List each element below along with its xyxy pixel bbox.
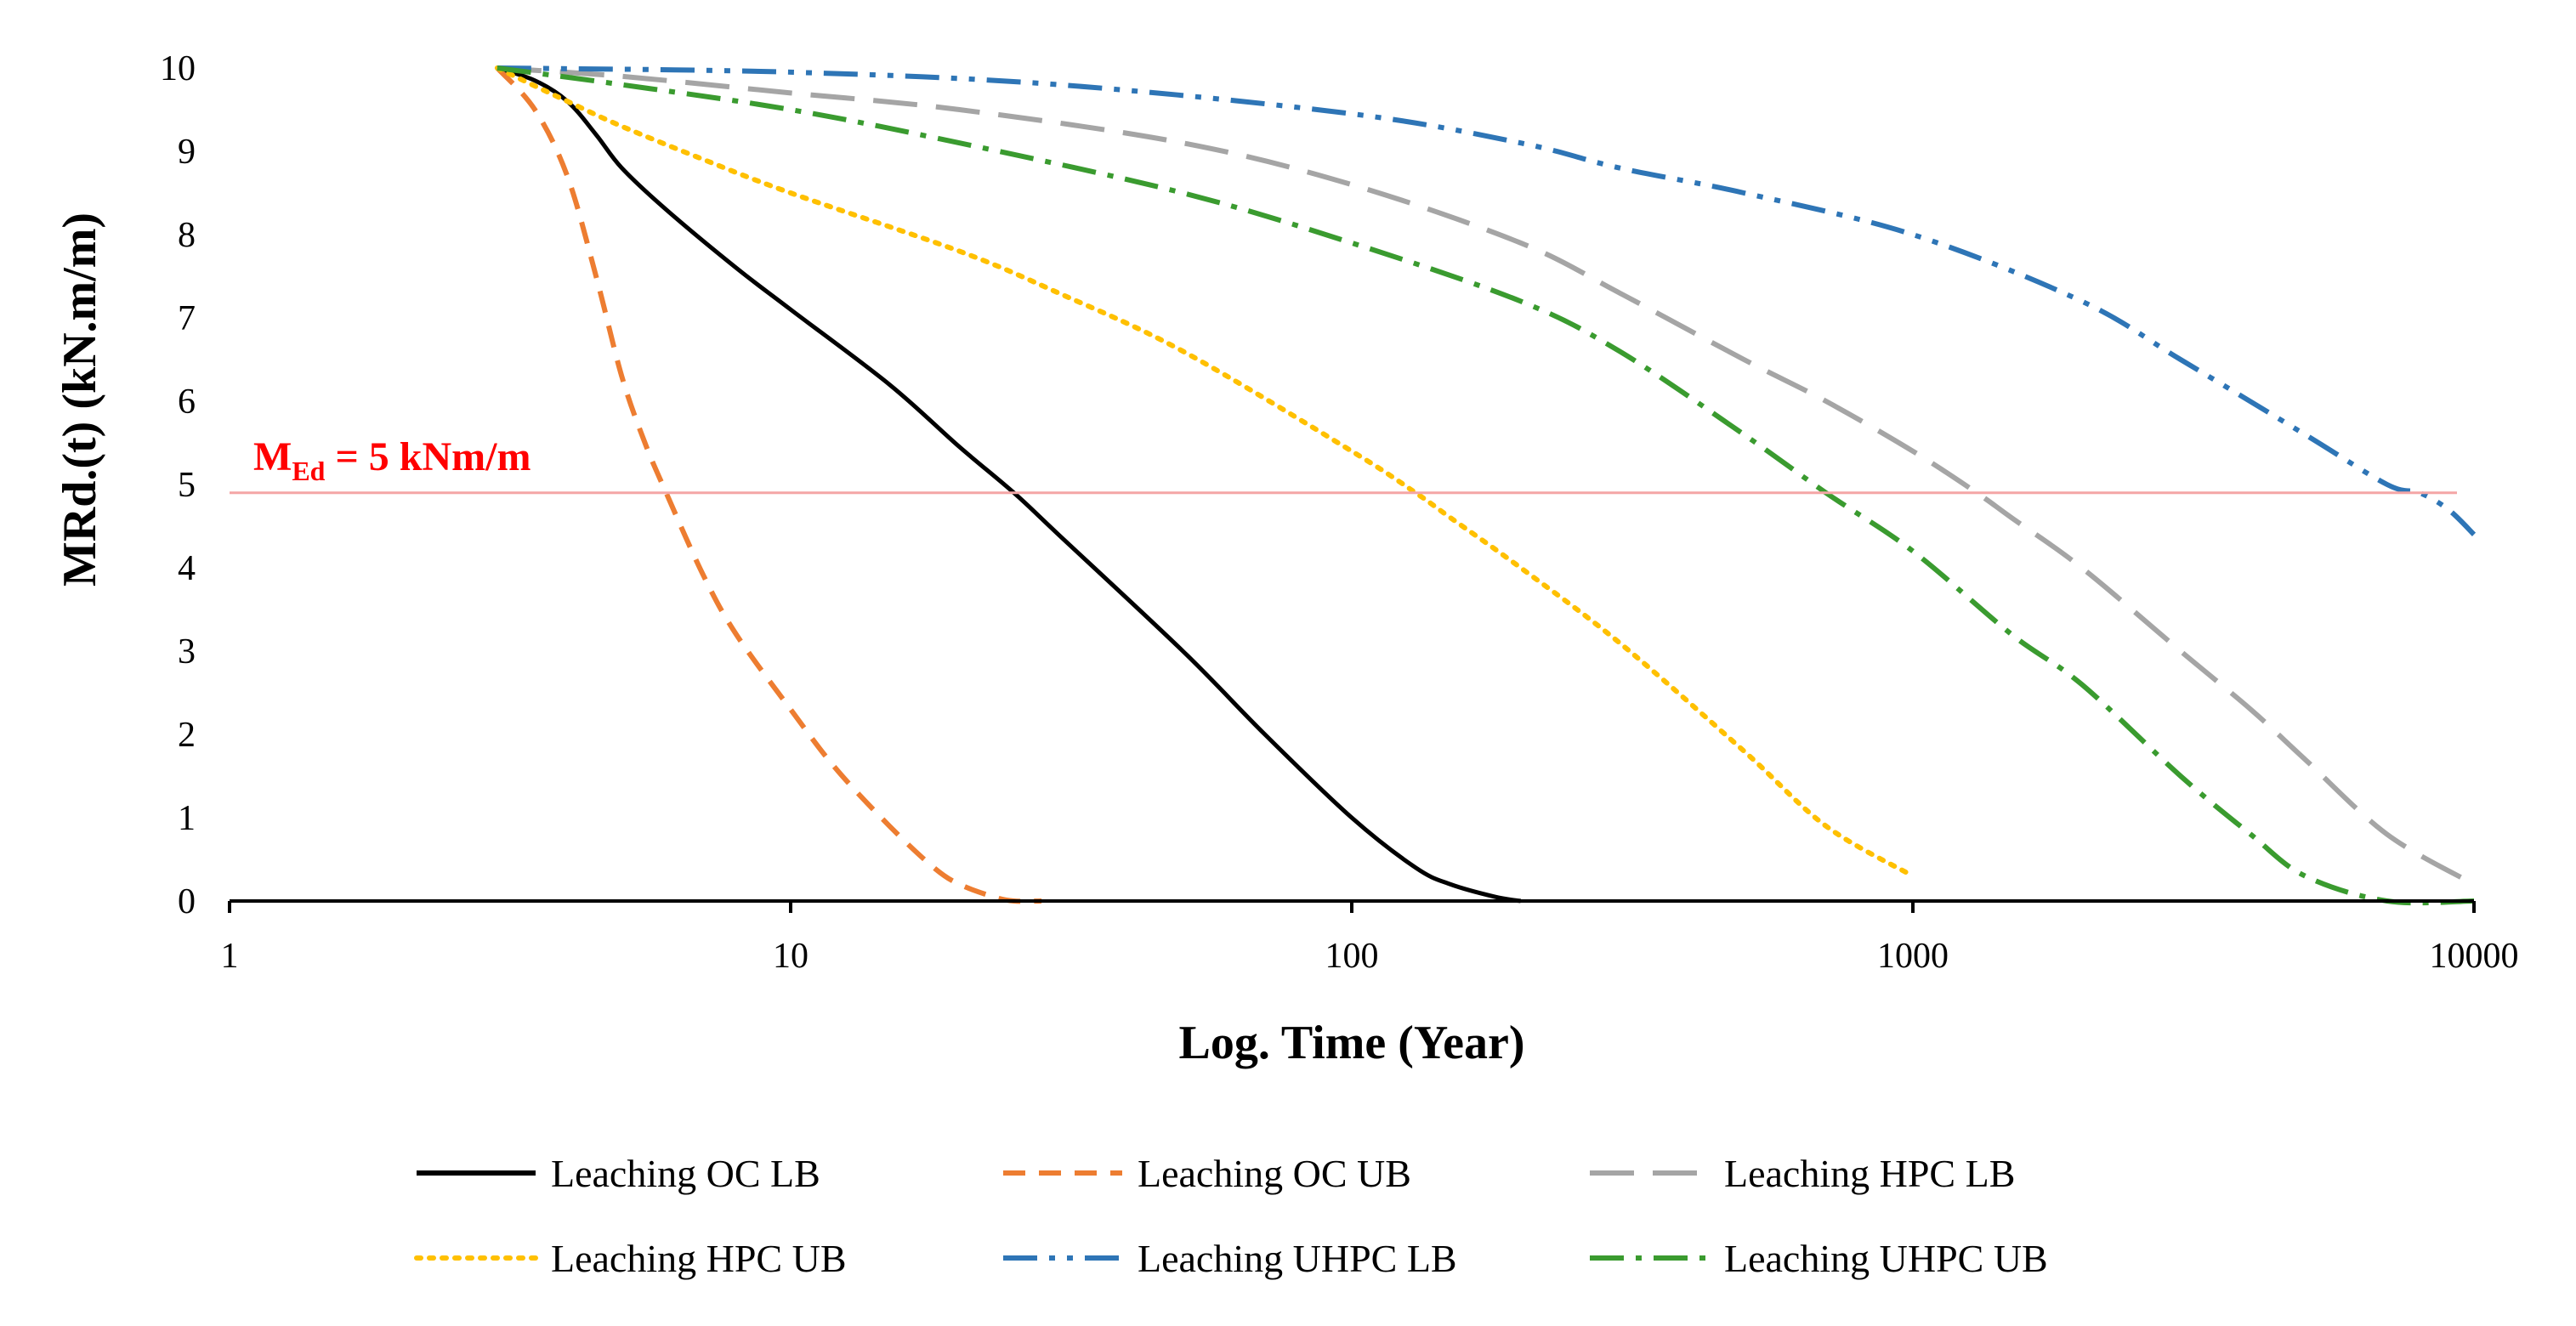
threshold-label: MEd = 5 kNm/m <box>253 434 531 486</box>
threshold-label-rest: = 5 kNm/m <box>325 434 531 479</box>
plot-area <box>494 65 2477 906</box>
x-tick-label: 1 <box>221 937 239 976</box>
y-tick-label: 4 <box>178 549 196 588</box>
y-tick-label: 6 <box>178 382 196 422</box>
series-line-leaching-uhpc-lb <box>496 65 2477 536</box>
y-tick-label: 8 <box>178 216 196 255</box>
y-axis-ticks: 0 1 2 3 4 5 6 7 8 9 10 <box>160 49 196 921</box>
threshold-line-group: MEd = 5 kNm/m <box>230 434 2457 495</box>
series-line-leaching-hpc-ub <box>494 65 1915 879</box>
y-tick-label: 10 <box>160 49 196 88</box>
y-tick-label: 3 <box>178 632 196 672</box>
x-tick-label: 10000 <box>2430 937 2519 976</box>
legend-label: Leaching UHPC UB <box>1724 1237 2048 1280</box>
series-line-leaching-uhpc-ub <box>496 65 2475 906</box>
legend-label: Leaching HPC LB <box>1724 1152 2015 1195</box>
x-axis-ticks: 1 10 100 1000 10000 <box>221 901 2519 976</box>
x-tick-label: 10 <box>773 937 809 976</box>
legend-label: Leaching OC UB <box>1138 1152 1411 1195</box>
legend-label: Leaching HPC UB <box>551 1237 847 1280</box>
series-line-leaching-oc-lb <box>496 65 1522 904</box>
y-tick-label: 9 <box>178 133 196 172</box>
x-tick-label: 100 <box>1325 937 1379 976</box>
x-tick-label: 1000 <box>1877 937 1949 976</box>
legend: Leaching OC LB Leaching OC UB Leaching HPC… <box>414 1152 2048 1280</box>
series-line-leaching-hpc-lb <box>496 65 2476 887</box>
series-line-leaching-oc-ub <box>495 65 1042 904</box>
y-tick-label: 1 <box>178 799 196 838</box>
y-tick-label: 0 <box>178 882 196 921</box>
y-tick-label: 7 <box>178 299 196 338</box>
y-tick-label: 2 <box>178 716 196 755</box>
y-axis-title: MRd.(t) (kN.m/m) <box>54 212 106 586</box>
x-axis-title: Log. Time (Year) <box>1179 1017 1525 1069</box>
threshold-label-main: M <box>253 434 292 479</box>
y-tick-label: 5 <box>178 466 196 505</box>
legend-label: Leaching UHPC LB <box>1138 1237 1457 1280</box>
threshold-label-sub: Ed <box>292 456 325 486</box>
legend-label: Leaching OC LB <box>551 1152 820 1195</box>
